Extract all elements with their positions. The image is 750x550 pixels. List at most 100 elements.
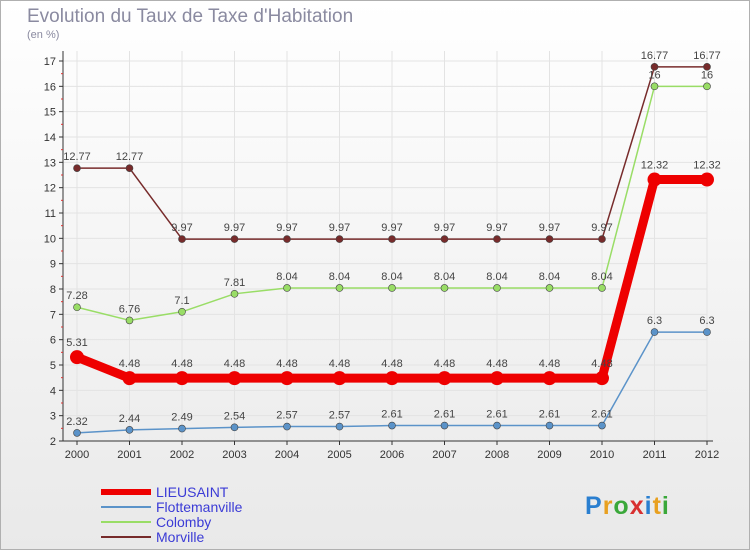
data-label: 16.77: [693, 50, 721, 62]
data-label: 6.3: [647, 315, 662, 327]
y-tick-label: 8: [50, 284, 56, 296]
data-point-lieusaint: [437, 371, 452, 386]
legend-swatch: [101, 521, 151, 523]
data-label: 2.57: [276, 410, 297, 422]
y-tick-label: 16: [44, 81, 56, 93]
data-label: 4.48: [539, 358, 560, 370]
y-tick-label: 5: [50, 360, 56, 372]
data-point-lieusaint: [122, 371, 137, 386]
data-point-flottemanville: [388, 421, 396, 430]
data-label: 5.31: [66, 337, 87, 349]
data-label: 9.97: [224, 222, 245, 234]
legend-swatch: [101, 536, 151, 538]
data-label: 9.97: [591, 222, 612, 234]
y-tick-label: 11: [45, 208, 56, 220]
y-tick-label: 3: [50, 411, 56, 423]
data-point-colomby: [388, 284, 396, 292]
data-label: 4.48: [329, 358, 350, 370]
y-tick-label: 7: [50, 309, 56, 321]
data-label: 9.97: [171, 222, 192, 234]
data-point-morville: [440, 235, 449, 243]
data-point-morville: [545, 235, 554, 243]
data-label: 6.76: [119, 303, 140, 315]
y-tick-label: 10: [44, 233, 56, 245]
y-tick-label: 2: [50, 436, 56, 448]
data-label: 2.32: [66, 416, 87, 428]
data-label: 4.48: [486, 358, 507, 370]
data-label: 7.28: [66, 290, 87, 302]
data-label: 16.77: [641, 50, 669, 62]
data-label: 16: [648, 69, 660, 81]
data-point-morville: [650, 63, 659, 71]
chart-title: Evolution du Taux de Taxe d'Habitation: [27, 6, 354, 27]
data-point-lieusaint: [175, 371, 189, 386]
data-point-lieusaint: [227, 371, 242, 386]
x-tick-label: 2005: [327, 449, 351, 461]
data-label: 2.49: [171, 412, 192, 424]
data-point-morville: [703, 63, 711, 71]
data-point-colomby: [440, 284, 449, 292]
y-tick-label: 9: [50, 259, 56, 271]
logo-letter: P: [585, 492, 603, 520]
x-tick-label: 2003: [222, 449, 246, 461]
x-tick-label: 2006: [380, 449, 404, 461]
legend-label: Flottemanville: [156, 499, 243, 515]
data-point-morville: [230, 235, 239, 243]
legend-swatch: [101, 506, 151, 508]
data-label: 12.32: [641, 160, 669, 172]
x-tick-label: 2004: [275, 449, 299, 461]
data-label: 9.97: [539, 222, 560, 234]
data-point-lieusaint: [700, 172, 714, 187]
y-unit-label: (en %): [27, 29, 60, 41]
x-tick-label: 2012: [695, 449, 719, 461]
data-point-colomby: [283, 284, 291, 292]
data-point-flottemanville: [178, 424, 186, 433]
data-point-morville: [493, 235, 501, 243]
y-tick-label: 12: [44, 183, 56, 195]
data-point-flottemanville: [283, 422, 291, 431]
data-point-lieusaint: [385, 371, 399, 386]
data-label: 9.97: [276, 222, 297, 234]
data-point-morville: [335, 235, 344, 243]
data-point-colomby: [598, 284, 606, 292]
data-label: 4.48: [171, 358, 192, 370]
data-label: 8.04: [591, 271, 612, 283]
x-tick-label: 2011: [643, 449, 667, 461]
data-point-colomby: [650, 82, 659, 91]
data-label: 12.32: [693, 160, 721, 172]
data-point-colomby: [493, 284, 501, 292]
data-point-morville: [178, 235, 186, 243]
data-label: 9.97: [434, 222, 455, 234]
y-tick-label: 14: [44, 132, 56, 144]
data-point-lieusaint: [70, 350, 84, 365]
data-point-morville: [125, 164, 134, 172]
data-label: 4.48: [591, 358, 612, 370]
data-point-lieusaint: [647, 172, 662, 187]
legend: LIEUSAINT Flottemanville Colomby Morville: [101, 484, 301, 545]
logo-letter: i: [644, 492, 653, 520]
data-point-lieusaint: [542, 371, 557, 386]
logo-letter: t: [652, 492, 662, 520]
data-point-colomby: [73, 303, 81, 312]
data-label: 4.48: [434, 358, 455, 370]
data-point-flottemanville: [545, 421, 554, 430]
data-point-lieusaint: [595, 371, 609, 386]
data-point-flottemanville: [493, 421, 501, 430]
y-tick-label: 17: [44, 56, 56, 68]
data-label: 2.44: [119, 413, 140, 425]
data-point-colomby: [545, 284, 554, 292]
data-point-flottemanville: [440, 421, 449, 430]
data-point-flottemanville: [335, 422, 344, 431]
data-label: 12.77: [63, 151, 91, 163]
x-tick-label: 2001: [117, 449, 141, 461]
data-label: 12.77: [116, 151, 144, 163]
x-tick-label: 2009: [537, 449, 561, 461]
data-label: 9.97: [381, 222, 402, 234]
data-label: 6.3: [699, 315, 714, 327]
data-point-colomby: [703, 82, 711, 91]
proxiti-logo: Proxiti: [585, 492, 670, 521]
x-tick-label: 2007: [432, 449, 456, 461]
data-label: 8.04: [486, 271, 507, 283]
data-point-flottemanville: [650, 328, 659, 336]
